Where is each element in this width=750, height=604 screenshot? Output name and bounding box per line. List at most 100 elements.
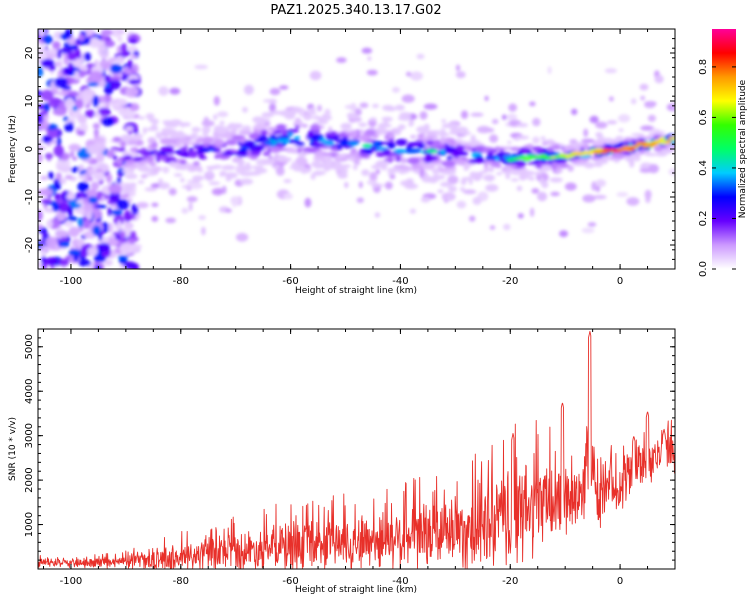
spectrogram-blob — [158, 86, 169, 96]
spectrogram-blob — [389, 138, 395, 143]
snr-series-line — [38, 330, 675, 569]
figure-title: PAZ1.2025.340.13.17.G02 — [270, 3, 441, 18]
spectrogram-blob — [279, 85, 289, 90]
spectrogram-blob — [297, 153, 306, 158]
spectrogram-blob — [345, 131, 356, 136]
spectrogram-blob — [213, 114, 218, 121]
spectrogram-blob — [190, 132, 198, 139]
spectrogram-blob — [188, 182, 203, 190]
spectrogram-blob — [109, 191, 121, 203]
spectrogram-blob — [569, 139, 578, 145]
spectrogram-blob — [630, 153, 635, 161]
spectrogram-blob — [455, 71, 466, 79]
spectrogram-blob — [148, 161, 157, 167]
spectrogram-blob — [127, 45, 138, 52]
spectrogram-blob — [59, 240, 70, 248]
spectrogram-blob — [318, 145, 332, 149]
spectrogram-blob — [117, 172, 124, 177]
spectrogram-blob — [564, 182, 577, 191]
spectrogram-blob — [640, 148, 646, 154]
spectrogram-blob — [367, 56, 372, 61]
spectrogram-blob — [517, 150, 523, 157]
spectrogram-blob — [67, 216, 78, 222]
spectrogram-blob — [230, 196, 241, 205]
spectrogram-blob — [362, 143, 371, 148]
spectrogram-blob — [304, 197, 312, 208]
spectrogram-blob — [394, 149, 407, 154]
spectrogram-blob — [300, 167, 307, 175]
spectrogram-blob — [116, 199, 130, 210]
spectrogram-blob — [180, 177, 185, 183]
spectrogram-blob — [447, 185, 457, 193]
spectrogram-blob — [101, 117, 115, 127]
spectrogram-blob — [599, 157, 606, 161]
spectrogram-blob — [158, 178, 163, 184]
spectrogram-blob — [119, 147, 126, 152]
spectrogram-blob — [434, 130, 440, 136]
spectrogram-blob — [314, 150, 324, 158]
spectrogram-blob — [181, 207, 189, 214]
spectrogram-blob — [437, 189, 444, 194]
spectrogram-blob — [115, 99, 128, 107]
spectrogram-blob — [59, 178, 67, 185]
spectrogram-blob — [439, 137, 446, 145]
spectrogram-blob — [108, 222, 114, 233]
spectrogram-blob — [426, 152, 433, 160]
spectrogram-blob — [201, 120, 215, 127]
spectrogram-blob — [67, 206, 74, 217]
spectrogram-blob — [54, 193, 61, 201]
spectrogram-blob — [208, 181, 221, 186]
spectrogram-blob — [376, 126, 387, 131]
spectrogram-blob — [109, 76, 122, 81]
spectrogram-blob — [440, 181, 452, 187]
spectrogram-blob — [89, 37, 100, 49]
spectrogram-blob — [592, 195, 607, 200]
spectrogram-blob — [557, 163, 567, 167]
spectrogram-blob — [664, 140, 673, 144]
spectrogram-blob — [250, 165, 264, 169]
spectrogram-blob — [644, 126, 655, 131]
spectrogram-blob — [384, 181, 393, 190]
spectrogram-blob — [169, 161, 177, 168]
spectrogram-blob — [125, 173, 138, 180]
spectrogram-blob — [634, 151, 641, 157]
spectrogram-blob — [56, 158, 71, 167]
spectrogram-blob — [136, 202, 149, 209]
spectrogram-blob — [127, 163, 137, 170]
spectrogram-blob — [376, 129, 386, 136]
spectrogram-blob — [313, 155, 325, 162]
spectrogram-blob — [344, 181, 349, 189]
spectrogram-blob — [48, 97, 62, 108]
spectrogram-blob — [468, 158, 482, 164]
spectrogram-blob — [395, 138, 407, 147]
spectrogram-blob — [354, 108, 362, 116]
spectrogram-blob — [92, 95, 100, 108]
spectrogram-blob — [442, 170, 457, 175]
spectrogram-blob — [353, 164, 358, 171]
spectrogram-blob — [248, 132, 261, 140]
spectrogram-blob — [67, 122, 74, 132]
spectrogram-blob — [510, 178, 519, 182]
spectrogram-blob — [485, 184, 499, 192]
spectrogram-blob — [501, 114, 507, 120]
spectrogram-blob — [112, 155, 118, 161]
spectrogram-blob — [219, 120, 225, 125]
colorbar: 0.0 0.2 0.4 0.6 0.8 Normalized spectral ampl… — [698, 29, 748, 277]
spectrogram-blob — [108, 57, 118, 63]
spectrogram-blob — [117, 35, 123, 43]
spectrogram-blob — [541, 140, 548, 147]
spectrogram-blob — [39, 188, 53, 197]
spectrogram-blob — [373, 141, 379, 148]
colorbar-tick-label: 0.0 — [698, 261, 709, 277]
spectrogram-blob — [441, 119, 447, 123]
spectrogram-blob — [54, 77, 68, 89]
spectrogram-blob — [106, 173, 113, 183]
spectrogram-blob — [396, 154, 401, 162]
spectrogram-blob — [469, 215, 476, 222]
spectrogram-blob — [421, 163, 436, 170]
spectrogram-blob — [312, 135, 320, 141]
spectrogram-blob — [456, 157, 463, 161]
spectrogram-blob — [574, 144, 581, 152]
spectrogram-blob — [312, 115, 322, 120]
